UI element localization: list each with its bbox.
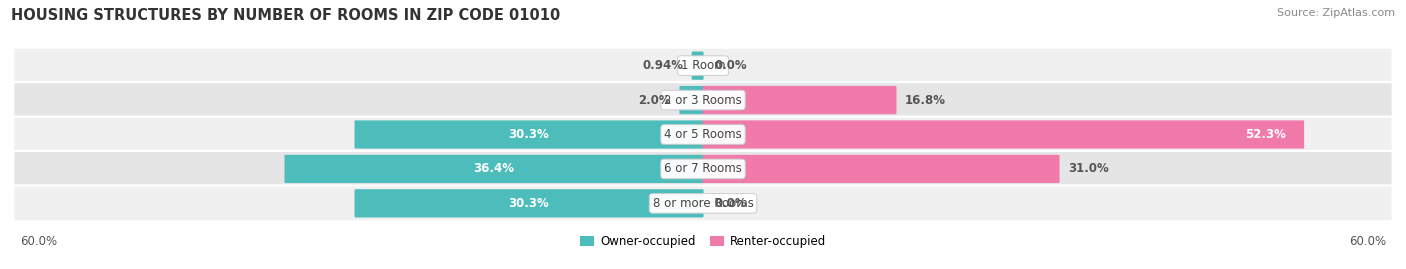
FancyBboxPatch shape [14,48,1392,84]
FancyBboxPatch shape [14,116,1392,153]
FancyBboxPatch shape [692,52,703,80]
Text: 30.3%: 30.3% [509,128,550,141]
Text: 60.0%: 60.0% [1350,235,1386,249]
Text: 36.4%: 36.4% [474,162,515,175]
Text: 0.0%: 0.0% [714,59,747,72]
Text: 52.3%: 52.3% [1246,128,1286,141]
FancyBboxPatch shape [14,151,1392,187]
Text: Source: ZipAtlas.com: Source: ZipAtlas.com [1277,8,1395,18]
Text: 31.0%: 31.0% [1069,162,1109,175]
Text: 8 or more Rooms: 8 or more Rooms [652,197,754,210]
Text: 0.0%: 0.0% [714,197,747,210]
Legend: Owner-occupied, Renter-occupied: Owner-occupied, Renter-occupied [575,230,831,253]
FancyBboxPatch shape [354,121,703,148]
FancyBboxPatch shape [14,82,1392,118]
FancyBboxPatch shape [703,86,897,114]
FancyBboxPatch shape [703,155,1060,183]
Text: 0.94%: 0.94% [643,59,683,72]
FancyBboxPatch shape [679,86,703,114]
Text: 2.0%: 2.0% [638,94,671,107]
Text: HOUSING STRUCTURES BY NUMBER OF ROOMS IN ZIP CODE 01010: HOUSING STRUCTURES BY NUMBER OF ROOMS IN… [11,8,561,23]
Text: 4 or 5 Rooms: 4 or 5 Rooms [664,128,742,141]
FancyBboxPatch shape [284,155,703,183]
Text: 6 or 7 Rooms: 6 or 7 Rooms [664,162,742,175]
Text: 30.3%: 30.3% [509,197,550,210]
Text: 2 or 3 Rooms: 2 or 3 Rooms [664,94,742,107]
Text: 60.0%: 60.0% [20,235,56,249]
Text: 1 Room: 1 Room [681,59,725,72]
FancyBboxPatch shape [703,121,1305,148]
Text: 16.8%: 16.8% [905,94,946,107]
FancyBboxPatch shape [354,189,703,217]
FancyBboxPatch shape [14,185,1392,221]
